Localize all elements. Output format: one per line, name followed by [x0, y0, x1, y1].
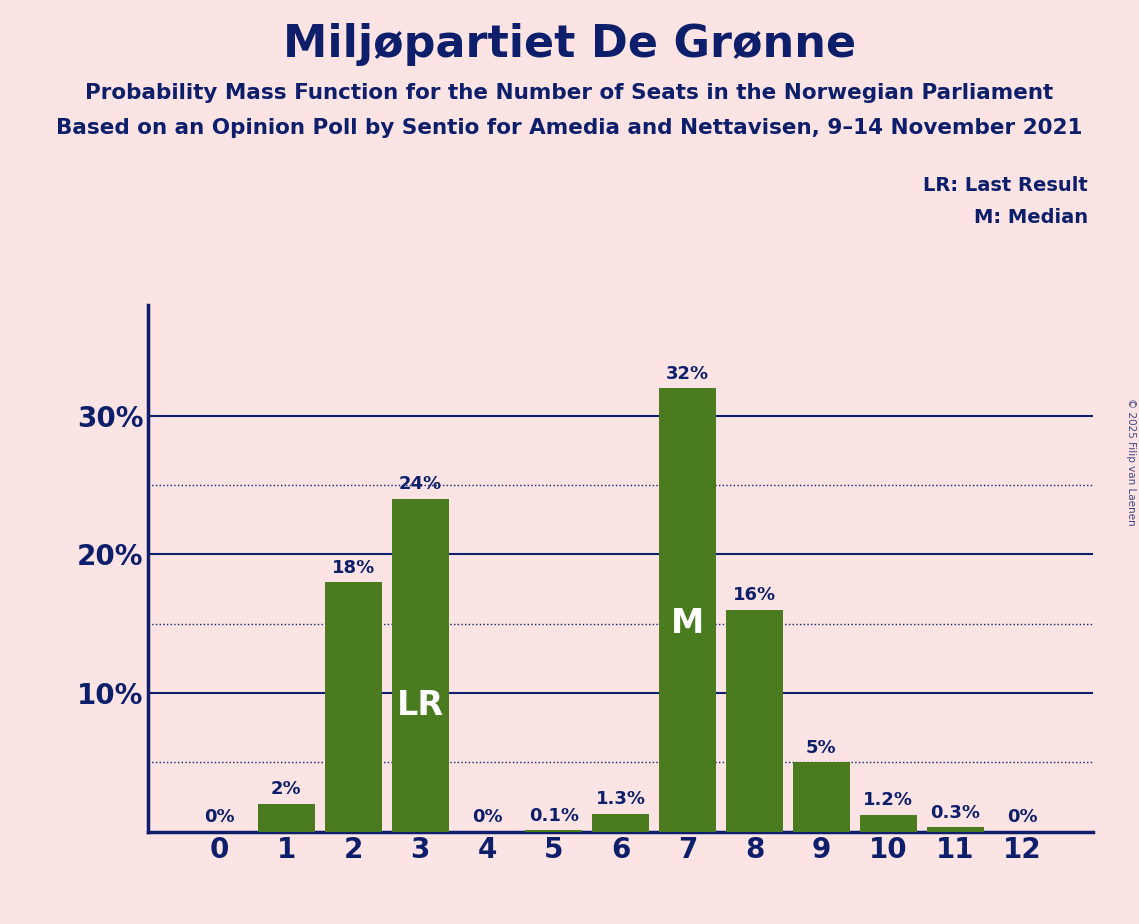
Text: M: M	[671, 607, 704, 639]
Text: 1.3%: 1.3%	[596, 790, 646, 808]
Text: M: Median: M: Median	[974, 208, 1088, 227]
Text: 16%: 16%	[734, 587, 776, 604]
Text: 0%: 0%	[1007, 808, 1038, 826]
Bar	[793, 762, 850, 832]
Text: 0.1%: 0.1%	[528, 807, 579, 824]
Text: © 2025 Filip van Laenen: © 2025 Filip van Laenen	[1126, 398, 1136, 526]
Text: LR: LR	[396, 688, 444, 722]
Bar	[392, 499, 449, 832]
Text: Miljøpartiet De Grønne: Miljøpartiet De Grønne	[282, 23, 857, 67]
Bar	[257, 804, 314, 832]
Bar	[927, 828, 984, 832]
Bar	[659, 388, 716, 832]
Text: 0%: 0%	[204, 808, 235, 826]
Bar	[726, 610, 782, 832]
Text: 0.3%: 0.3%	[931, 804, 981, 822]
Text: LR: Last Result: LR: Last Result	[923, 176, 1088, 195]
Bar	[525, 830, 582, 832]
Text: 1.2%: 1.2%	[863, 792, 913, 809]
Bar	[860, 815, 917, 832]
Text: 0%: 0%	[472, 808, 502, 826]
Text: 32%: 32%	[666, 365, 710, 383]
Text: 2%: 2%	[271, 781, 302, 798]
Text: 5%: 5%	[806, 739, 837, 757]
Text: 18%: 18%	[331, 559, 375, 577]
Bar	[325, 582, 382, 832]
Bar	[592, 813, 649, 832]
Text: Probability Mass Function for the Number of Seats in the Norwegian Parliament: Probability Mass Function for the Number…	[85, 83, 1054, 103]
Text: Based on an Opinion Poll by Sentio for Amedia and Nettavisen, 9–14 November 2021: Based on an Opinion Poll by Sentio for A…	[56, 118, 1083, 139]
Text: 24%: 24%	[399, 476, 442, 493]
